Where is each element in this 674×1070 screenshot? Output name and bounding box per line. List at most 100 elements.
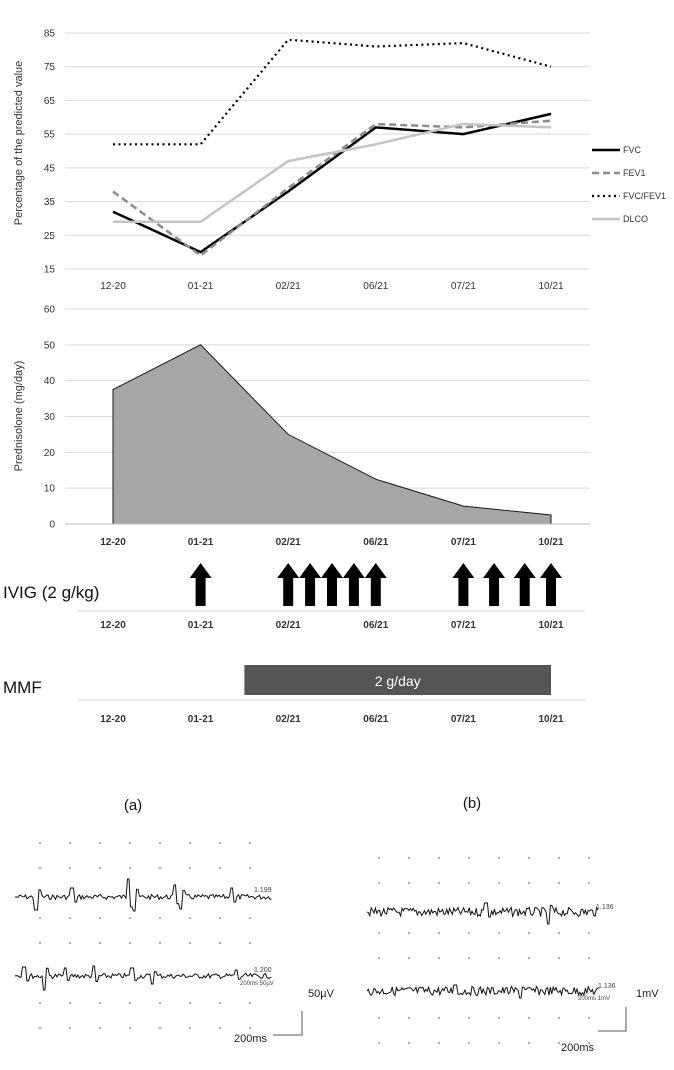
grid-dot xyxy=(378,1017,380,1019)
ivig-x-tick: 10/21 xyxy=(538,620,563,631)
panel-b-label: (b) xyxy=(463,795,481,812)
grid-dot xyxy=(39,1027,41,1029)
pulmonary-y-tick: 45 xyxy=(44,163,56,174)
grid-dot xyxy=(69,942,71,944)
prednisolone-x-ticks: 12-20 01-21 02/21 06/21 07/21 10/21 xyxy=(100,537,564,548)
emg-panels: (a) (b) 1.199 1.200 200ms 50µV 1.136 1.1… xyxy=(14,795,659,1054)
grid-dot xyxy=(99,1002,101,1004)
mmf-label: MMF xyxy=(3,678,42,697)
grid-dot xyxy=(378,857,380,859)
ivig-x-tick: 01-21 xyxy=(188,620,214,631)
grid-dot xyxy=(129,942,131,944)
grid-dot xyxy=(498,857,500,859)
grid-dot xyxy=(129,1002,131,1004)
grid-dot xyxy=(558,1017,560,1019)
mmf-x-ticks: 12-20 01-21 02/21 06/21 07/21 10/21 xyxy=(100,714,564,725)
ivig-x-tick: 12-20 xyxy=(100,620,126,631)
grid-dot xyxy=(378,882,380,884)
grid-dot xyxy=(129,917,131,919)
ivig-arrow-icon xyxy=(299,563,322,606)
grid-dot xyxy=(219,867,221,869)
scale-bar-a xyxy=(273,1011,303,1036)
grid-dot xyxy=(558,882,560,884)
grid-dot xyxy=(99,867,101,869)
grid-dot xyxy=(558,857,560,859)
ivig-arrow-icon xyxy=(321,563,343,606)
legend-label: FVC/FEV1 xyxy=(623,191,666,201)
pulmonary-y-tick: 65 xyxy=(44,96,56,107)
grid-dot xyxy=(438,857,440,859)
grid-dot xyxy=(438,957,440,959)
legend-label: FEV1 xyxy=(623,168,646,178)
grid-dot xyxy=(219,842,221,844)
pulmonary-y-tick: 75 xyxy=(44,62,56,73)
ivig-label: IVIG (2 g/kg) xyxy=(3,583,99,602)
grid-dot xyxy=(498,957,500,959)
grid-dot xyxy=(39,1002,41,1004)
mmf-x-tick: 02/21 xyxy=(276,714,301,725)
grid-dot xyxy=(249,1027,251,1029)
pulmonary-grid xyxy=(65,32,590,270)
pulmonary-y-ticks: 15 25 35 45 55 65 75 85 xyxy=(44,29,56,276)
prednisolone-y-tick: 0 xyxy=(49,520,55,531)
trace-b-bottom-small: 200ms 1mV xyxy=(578,996,610,1002)
grid-dot xyxy=(588,1042,590,1044)
grid-dot xyxy=(159,942,161,944)
prednisolone-x-tick: 02/21 xyxy=(276,537,301,548)
mmf-bar xyxy=(244,665,551,695)
grid-dot xyxy=(378,957,380,959)
trace-b-top-value: 1.136 xyxy=(596,904,614,911)
grid-dot xyxy=(558,1042,560,1044)
scale-a-time: 200ms xyxy=(234,1033,268,1045)
grid-dot xyxy=(438,932,440,934)
grid-dot xyxy=(39,942,41,944)
grid-dot xyxy=(69,1002,71,1004)
pulmonary-x-tick: 06/21 xyxy=(363,281,388,292)
grid-dot xyxy=(498,932,500,934)
grid-dot xyxy=(588,857,590,859)
grid-dot xyxy=(219,1002,221,1004)
grid-dot xyxy=(468,1017,470,1019)
mmf-x-tick: 10/21 xyxy=(538,714,563,725)
grid-dot xyxy=(219,1027,221,1029)
prednisolone-x-tick: 01-21 xyxy=(188,537,214,548)
pulmonary-x-tick: 10/21 xyxy=(538,281,563,292)
prednisolone-y-tick: 20 xyxy=(44,448,56,459)
pulmonary-y-tick: 15 xyxy=(44,265,56,276)
scale-a-amplitude: 50µV xyxy=(308,988,335,1000)
ivig-arrow-icon xyxy=(342,563,365,606)
ivig-arrow-icon xyxy=(364,563,387,606)
legend-label: FVC xyxy=(623,145,642,155)
grid-dot xyxy=(438,882,440,884)
grid-dot xyxy=(39,842,41,844)
grid-dot xyxy=(219,917,221,919)
ivig-arrow-icon xyxy=(452,563,475,606)
pulmonary-x-ticks: 12-20 01-21 02/21 06/21 07/21 10/21 xyxy=(100,281,564,292)
grid-dot xyxy=(69,842,71,844)
ivig-arrow-icon xyxy=(483,563,506,606)
grid-dot xyxy=(408,882,410,884)
pulmonary-y-axis-label: Percentage of the predicted value xyxy=(13,61,25,226)
grid-dot xyxy=(99,1027,101,1029)
grid-dot xyxy=(159,1002,161,1004)
emg-trace-a-bottom xyxy=(14,965,272,991)
grid-dot xyxy=(159,842,161,844)
scale-b-time: 200ms xyxy=(561,1042,595,1054)
emg-trace-a-top xyxy=(15,878,272,912)
grid-dot xyxy=(189,1027,191,1029)
prednisolone-area xyxy=(112,344,552,525)
grid-dot xyxy=(468,857,470,859)
trace-a-top-value: 1.199 xyxy=(254,887,272,894)
grid-dot xyxy=(69,917,71,919)
grid-dot xyxy=(189,842,191,844)
grid-dot xyxy=(99,842,101,844)
scale-bar-b xyxy=(598,1007,627,1032)
ivig-arrow-icon xyxy=(189,563,212,606)
grid-dot xyxy=(69,1027,71,1029)
grid-dot xyxy=(249,867,251,869)
grid-dot xyxy=(129,842,131,844)
legend-label: DLCO xyxy=(623,214,648,224)
grid-dot xyxy=(189,1002,191,1004)
mmf-x-tick: 06/21 xyxy=(363,714,388,725)
